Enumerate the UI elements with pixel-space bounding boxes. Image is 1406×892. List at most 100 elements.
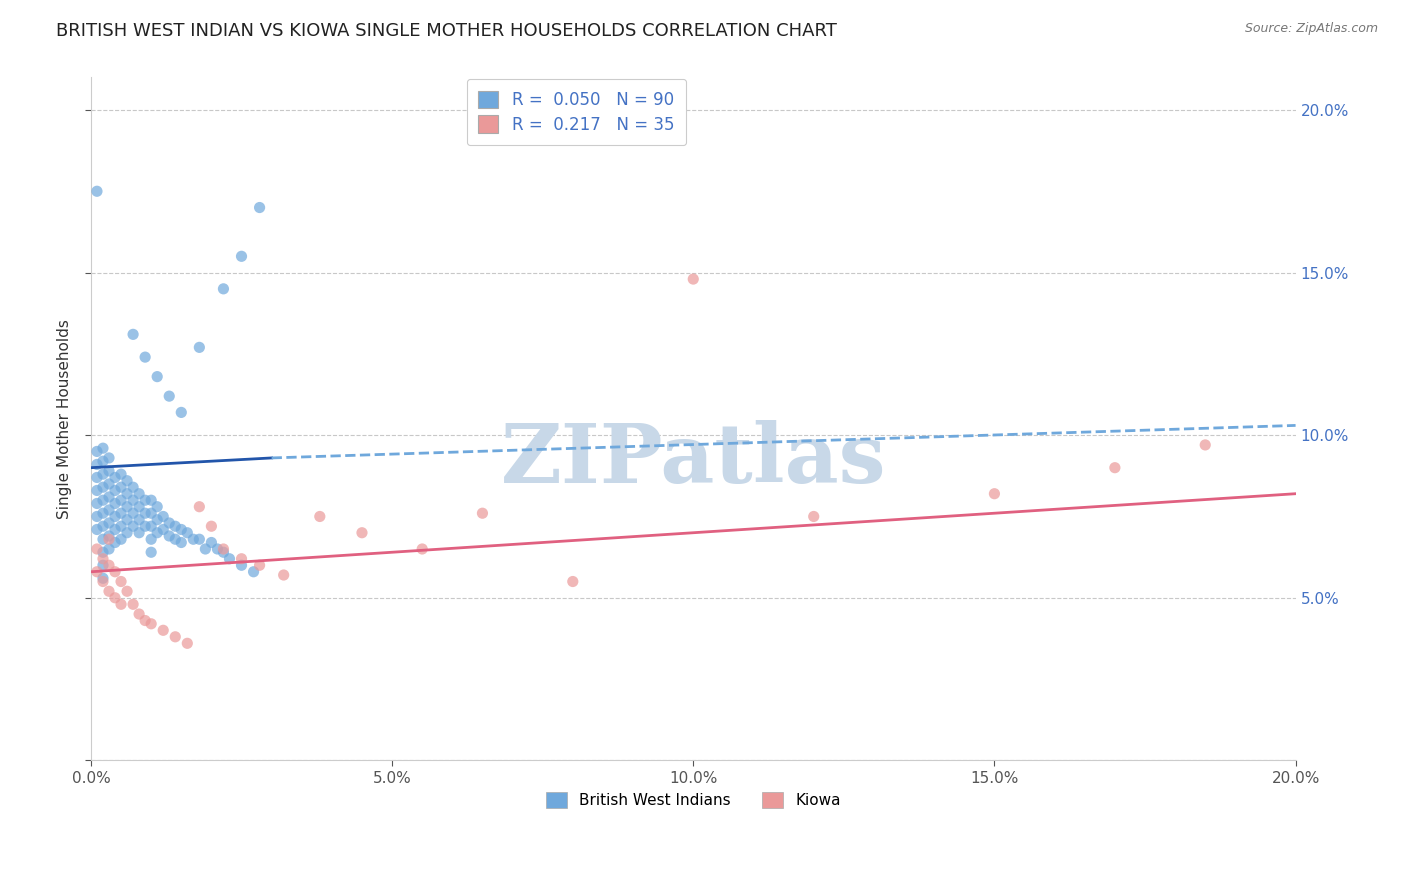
Point — [86, 496, 108, 510]
Point — [98, 464, 121, 478]
Point — [242, 565, 264, 579]
Point — [128, 525, 150, 540]
Point — [157, 529, 180, 543]
Point — [98, 541, 121, 556]
Point — [91, 551, 114, 566]
Point — [165, 519, 187, 533]
Point — [170, 405, 193, 419]
Point — [249, 558, 271, 573]
Point — [98, 529, 121, 543]
Point — [91, 533, 114, 547]
Point — [141, 545, 163, 559]
Point — [122, 597, 145, 611]
Point — [157, 389, 180, 403]
Text: BRITISH WEST INDIAN VS KIOWA SINGLE MOTHER HOUSEHOLDS CORRELATION CHART: BRITISH WEST INDIAN VS KIOWA SINGLE MOTH… — [56, 22, 837, 40]
Point — [176, 525, 198, 540]
Point — [86, 483, 108, 498]
Point — [110, 493, 132, 508]
Point — [146, 525, 169, 540]
Point — [207, 541, 229, 556]
Point — [157, 516, 180, 530]
Point — [110, 574, 132, 589]
Point — [110, 597, 132, 611]
Point — [134, 506, 156, 520]
Point — [104, 535, 127, 549]
Point — [122, 493, 145, 508]
Point — [200, 535, 222, 549]
Point — [170, 535, 193, 549]
Point — [141, 493, 163, 508]
Point — [231, 249, 253, 263]
Point — [98, 533, 121, 547]
Point — [308, 509, 330, 524]
Point — [86, 470, 108, 484]
Point — [134, 614, 156, 628]
Point — [104, 565, 127, 579]
Point — [98, 516, 121, 530]
Point — [91, 441, 114, 455]
Point — [194, 541, 217, 556]
Point — [141, 533, 163, 547]
Point — [98, 584, 121, 599]
Point — [128, 607, 150, 621]
Point — [183, 533, 205, 547]
Point — [115, 513, 138, 527]
Point — [86, 509, 108, 524]
Point — [91, 493, 114, 508]
Point — [86, 184, 108, 198]
Point — [188, 500, 211, 514]
Point — [273, 568, 295, 582]
Point — [176, 636, 198, 650]
Point — [86, 541, 108, 556]
Point — [152, 509, 174, 524]
Point — [141, 616, 163, 631]
Point — [122, 327, 145, 342]
Point — [91, 574, 114, 589]
Point — [104, 591, 127, 605]
Point — [134, 519, 156, 533]
Point — [91, 480, 114, 494]
Point — [115, 500, 138, 514]
Point — [146, 513, 169, 527]
Point — [115, 525, 138, 540]
Point — [141, 506, 163, 520]
Point — [91, 545, 114, 559]
Point — [104, 523, 127, 537]
Point — [98, 558, 121, 573]
Text: ZIPatlas: ZIPatlas — [501, 420, 886, 500]
Point — [110, 480, 132, 494]
Point — [122, 506, 145, 520]
Point — [165, 533, 187, 547]
Text: Source: ZipAtlas.com: Source: ZipAtlas.com — [1244, 22, 1378, 36]
Point — [1194, 438, 1216, 452]
Point — [134, 350, 156, 364]
Point — [122, 480, 145, 494]
Point — [128, 500, 150, 514]
Point — [104, 496, 127, 510]
Point — [231, 558, 253, 573]
Point — [91, 558, 114, 573]
Point — [115, 584, 138, 599]
Y-axis label: Single Mother Households: Single Mother Households — [58, 319, 72, 519]
Point — [110, 467, 132, 482]
Point — [98, 450, 121, 465]
Point — [91, 571, 114, 585]
Point — [471, 506, 494, 520]
Point — [803, 509, 825, 524]
Point — [98, 503, 121, 517]
Point — [170, 523, 193, 537]
Point — [91, 467, 114, 482]
Point — [561, 574, 583, 589]
Point — [188, 533, 211, 547]
Point — [110, 519, 132, 533]
Point — [86, 565, 108, 579]
Legend: British West Indians, Kiowa: British West Indians, Kiowa — [540, 786, 846, 814]
Point — [104, 470, 127, 484]
Point — [249, 201, 271, 215]
Point — [188, 340, 211, 354]
Point — [86, 458, 108, 472]
Point — [122, 519, 145, 533]
Point — [91, 454, 114, 468]
Point — [146, 369, 169, 384]
Point — [98, 490, 121, 504]
